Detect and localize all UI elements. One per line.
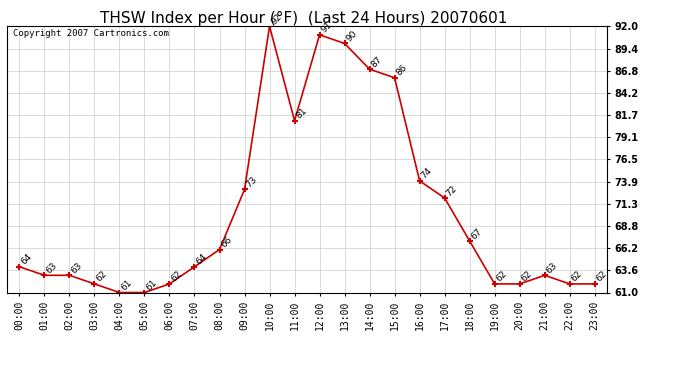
Text: 63: 63 xyxy=(544,261,559,275)
Text: THSW Index per Hour (°F)  (Last 24 Hours) 20070601: THSW Index per Hour (°F) (Last 24 Hours)… xyxy=(100,11,507,26)
Text: 62: 62 xyxy=(570,270,584,284)
Text: 62: 62 xyxy=(495,270,509,284)
Text: 92: 92 xyxy=(270,12,284,26)
Text: 90: 90 xyxy=(344,29,359,44)
Text: 73: 73 xyxy=(244,175,259,189)
Text: 62: 62 xyxy=(95,270,109,284)
Text: 81: 81 xyxy=(295,106,309,121)
Text: 63: 63 xyxy=(70,261,84,275)
Text: 91: 91 xyxy=(319,20,334,35)
Text: 64: 64 xyxy=(19,252,34,267)
Text: 62: 62 xyxy=(595,270,609,284)
Text: 86: 86 xyxy=(395,63,409,78)
Text: 67: 67 xyxy=(470,226,484,241)
Text: 62: 62 xyxy=(520,270,534,284)
Text: 87: 87 xyxy=(370,55,384,69)
Text: 72: 72 xyxy=(444,184,459,198)
Text: 64: 64 xyxy=(195,252,209,267)
Text: 62: 62 xyxy=(170,270,184,284)
Text: 61: 61 xyxy=(144,278,159,292)
Text: 63: 63 xyxy=(44,261,59,275)
Text: 74: 74 xyxy=(420,166,434,181)
Text: 66: 66 xyxy=(219,235,234,249)
Text: Copyright 2007 Cartronics.com: Copyright 2007 Cartronics.com xyxy=(13,29,169,38)
Text: 61: 61 xyxy=(119,278,134,292)
